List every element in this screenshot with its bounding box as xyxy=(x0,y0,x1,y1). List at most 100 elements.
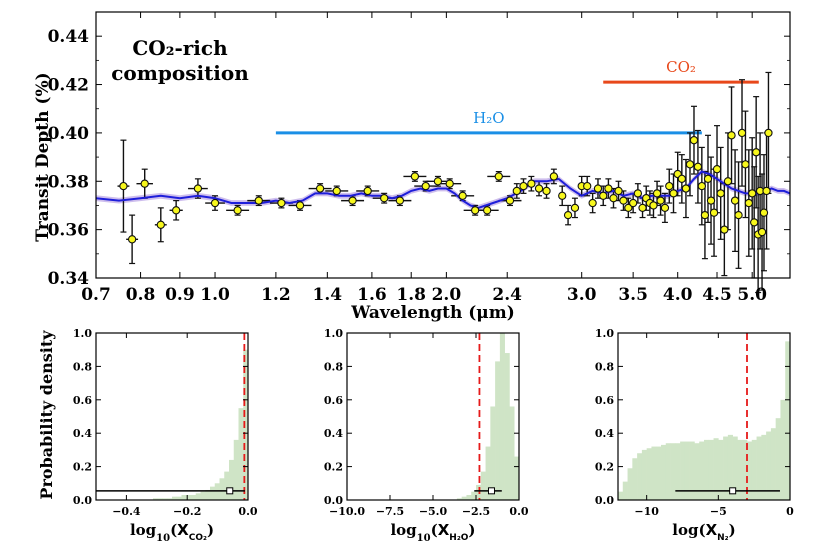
y-tick-label: 0.4 xyxy=(595,427,614,440)
y-tick-label: 0.44 xyxy=(48,27,90,47)
x-axis-label-species: H₂O xyxy=(449,533,468,543)
y-tick-label: 0.2 xyxy=(73,461,92,474)
data-point xyxy=(700,210,710,220)
x-tick-label: −0.4 xyxy=(112,505,141,518)
histogram-bar xyxy=(684,441,690,500)
y-tick-label: 0.8 xyxy=(324,360,343,373)
data-point xyxy=(649,201,658,210)
histogram-bar xyxy=(229,459,235,500)
data-point xyxy=(660,203,670,213)
histogram-bar xyxy=(210,486,216,500)
histogram-bar xyxy=(646,448,652,500)
y-tick-label: 0.8 xyxy=(73,360,92,373)
x-tick-label: 4.5 xyxy=(702,285,732,305)
x-axis-label-paren: ) xyxy=(468,521,475,539)
y-tick-label: 0.8 xyxy=(595,360,614,373)
x-axis-label-var: X xyxy=(438,521,450,539)
data-point xyxy=(614,186,623,196)
y-tick-label: 1.0 xyxy=(324,327,343,340)
data-point xyxy=(677,174,687,184)
data-point xyxy=(583,181,592,191)
data-point xyxy=(156,220,165,229)
histogram-n2-panel: 0.0 0.2 0.4 0.6 0.8 1.0 −10 −5 0 log(XN₂) xyxy=(595,327,794,543)
data-point xyxy=(127,235,137,244)
data-point xyxy=(741,160,750,169)
x-tick-label: −5.0 xyxy=(419,505,448,518)
data-point xyxy=(140,179,149,188)
data-point xyxy=(633,189,643,198)
x-axis-label-var: X xyxy=(706,521,718,539)
data-point xyxy=(315,184,325,193)
data-point xyxy=(558,191,567,200)
data-point xyxy=(570,203,580,213)
data-point xyxy=(421,181,430,191)
data-point xyxy=(363,186,372,196)
x-axis-label-prefix: log xyxy=(390,521,417,539)
histogram-bar xyxy=(723,436,729,500)
data-point xyxy=(693,162,703,171)
histogram-frame xyxy=(95,332,249,501)
histogram-bar xyxy=(176,496,182,500)
x-axis-label-sub: 10 xyxy=(417,533,431,544)
data-point xyxy=(254,196,263,205)
data-point xyxy=(757,227,767,237)
histogram-bar xyxy=(627,468,633,500)
histogram-bar xyxy=(153,498,159,500)
histogram-bar xyxy=(632,458,638,500)
histogram-co2-panel: 0.0 0.2 0.4 0.6 0.8 1.0 −0.4 −0.2 0.0 log10(XCO₂) xyxy=(73,327,258,544)
feature-label-co2: CO₂ xyxy=(666,58,696,76)
histogram-bar xyxy=(456,498,462,500)
histogram-frame xyxy=(617,332,791,501)
data-point xyxy=(395,196,405,205)
data-point xyxy=(764,128,773,138)
histogram-bar xyxy=(747,441,753,500)
histogram-bar xyxy=(732,436,738,500)
histogram-bar xyxy=(485,446,491,500)
histogram-bar xyxy=(495,361,501,500)
data-point xyxy=(656,196,665,205)
data-point xyxy=(665,181,674,191)
summary-median-marker xyxy=(729,487,737,495)
histogram-bar xyxy=(756,436,762,500)
x-tick-label: 1.8 xyxy=(396,285,426,305)
data-point xyxy=(748,189,757,198)
histogram-bar xyxy=(680,441,686,500)
x-tick-label: 3.5 xyxy=(618,285,648,305)
y-tick-label: 0.2 xyxy=(324,461,343,474)
histogram-bar xyxy=(490,406,496,500)
histogram-bar xyxy=(461,496,467,500)
x-axis-label-paren: ) xyxy=(207,521,214,539)
data-point xyxy=(652,189,662,198)
x-axis-label: log10(XCO₂) xyxy=(130,521,214,544)
data-point xyxy=(512,186,521,196)
data-point xyxy=(599,191,608,200)
data-point xyxy=(750,218,759,227)
histogram-bar xyxy=(737,439,743,500)
x-tick-label: 0.9 xyxy=(165,285,195,305)
data-point xyxy=(752,148,761,157)
data-point xyxy=(669,189,678,198)
data-point xyxy=(542,186,551,196)
x-tick-label: 1.6 xyxy=(357,285,387,305)
data-point xyxy=(709,208,719,217)
x-tick-label: 0.0 xyxy=(509,505,528,518)
chart-title-line-1: CO₂-rich xyxy=(132,36,228,60)
data-point xyxy=(727,131,736,140)
histogram-bar xyxy=(780,399,786,500)
y-tick-label: 0.6 xyxy=(73,394,92,407)
x-axis-label-var: X xyxy=(177,521,189,539)
histogram-bar xyxy=(214,483,220,500)
data-point xyxy=(720,225,729,234)
x-tick-label: 0.8 xyxy=(126,285,156,305)
x-axis-label-paren: ( xyxy=(698,521,705,539)
histogram-bar xyxy=(651,446,657,500)
x-tick-label: −10.0 xyxy=(329,505,365,518)
y-tick-label: 0.36 xyxy=(48,221,89,241)
y-tick-label: 0.6 xyxy=(595,394,614,407)
y-tick-label: 1.0 xyxy=(595,327,614,340)
x-tick-label: 1.0 xyxy=(200,285,230,305)
y-tick-label: 0.42 xyxy=(48,76,89,96)
x-axis-label-species: CO₂ xyxy=(189,533,207,543)
data-point xyxy=(119,181,128,191)
x-tick-label: −0.2 xyxy=(173,505,201,518)
